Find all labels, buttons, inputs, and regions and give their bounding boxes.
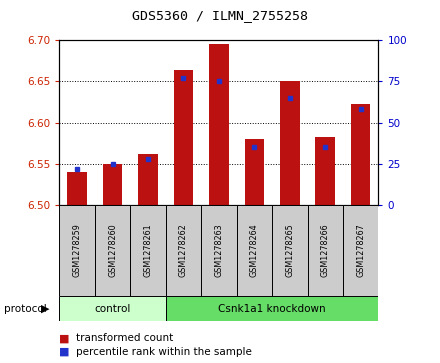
Text: ▶: ▶	[40, 303, 49, 314]
Bar	[166, 205, 201, 296]
Bar	[209, 44, 229, 205]
Bar	[272, 205, 308, 296]
Bar	[138, 154, 158, 205]
Text: GSM1278260: GSM1278260	[108, 224, 117, 277]
Bar	[343, 205, 378, 296]
Text: percentile rank within the sample: percentile rank within the sample	[76, 347, 252, 357]
Bar	[315, 137, 335, 205]
Text: GSM1278264: GSM1278264	[250, 224, 259, 277]
Text: protocol: protocol	[4, 303, 47, 314]
Text: Csnk1a1 knockdown: Csnk1a1 knockdown	[218, 303, 326, 314]
Bar	[245, 139, 264, 205]
Text: GSM1278263: GSM1278263	[214, 224, 224, 277]
Text: control: control	[94, 303, 131, 314]
Bar	[237, 205, 272, 296]
Bar	[95, 205, 130, 296]
Bar	[308, 205, 343, 296]
Bar	[166, 296, 378, 321]
Text: GSM1278259: GSM1278259	[73, 224, 82, 277]
Bar	[201, 205, 237, 296]
Bar	[130, 205, 166, 296]
Bar	[174, 70, 193, 205]
Text: GSM1278262: GSM1278262	[179, 224, 188, 277]
Text: transformed count: transformed count	[76, 333, 173, 343]
Bar	[280, 81, 300, 205]
Bar	[59, 296, 166, 321]
Bar	[103, 164, 122, 205]
Bar	[351, 103, 370, 205]
Text: GDS5360 / ILMN_2755258: GDS5360 / ILMN_2755258	[132, 9, 308, 22]
Bar	[59, 205, 95, 296]
Text: GSM1278261: GSM1278261	[143, 224, 153, 277]
Text: GSM1278265: GSM1278265	[285, 224, 294, 277]
Bar	[67, 172, 87, 205]
Text: ■: ■	[59, 333, 70, 343]
Text: ■: ■	[59, 347, 70, 357]
Text: GSM1278266: GSM1278266	[321, 224, 330, 277]
Text: GSM1278267: GSM1278267	[356, 224, 365, 277]
